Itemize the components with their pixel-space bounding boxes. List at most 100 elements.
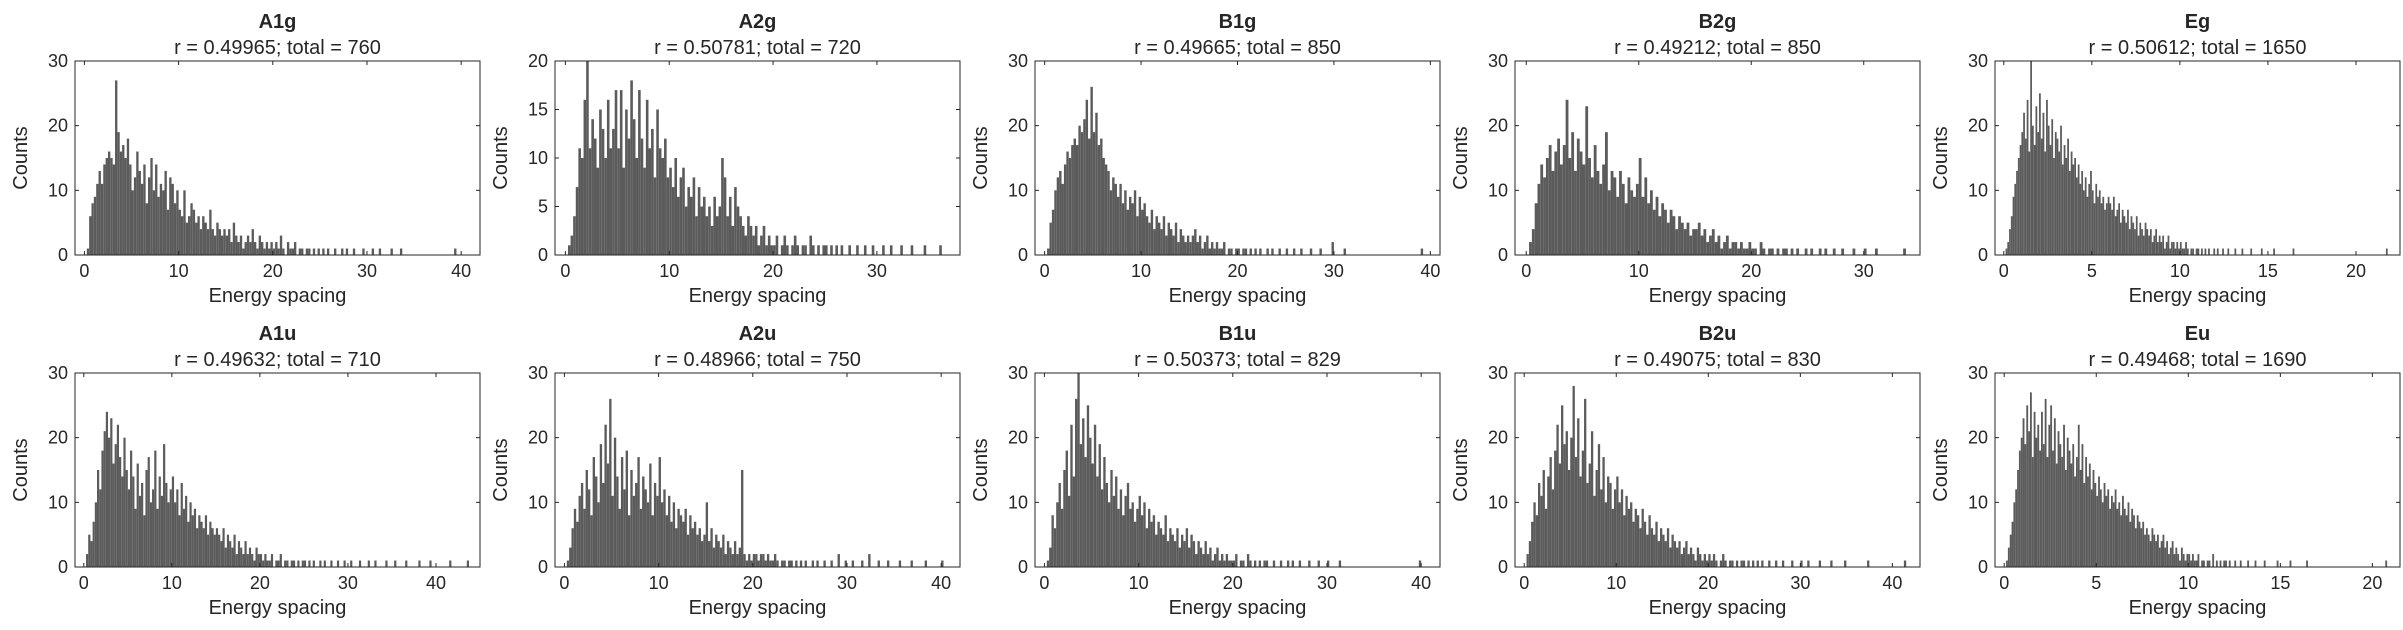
histogram-bar [198,515,201,567]
histogram-bar [1209,547,1212,567]
histogram-bar [1666,222,1670,255]
histogram-bar [98,170,101,255]
histogram-bar [1206,235,1209,255]
histogram-bar [1579,151,1583,255]
histogram-bar [590,515,593,567]
histogram-bar [741,225,745,255]
histogram-bar [1114,183,1117,255]
histogram-bar [868,554,871,567]
histogram-bar [1620,489,1624,567]
histogram-bar [279,235,283,255]
histogram-bar [1602,164,1605,255]
histogram-bar [1593,145,1597,255]
histogram-bar [1863,248,1867,255]
histogram-bar [326,248,330,255]
histogram-bar [1112,177,1115,255]
histogram-bar [289,248,292,255]
histogram-bar [840,245,844,255]
histogram-bar [253,242,257,255]
histogram-bar [2166,541,2169,567]
x-tick-label: 20 [2346,261,2366,281]
histogram-bar [1420,248,1424,255]
y-tick-label: 30 [528,363,548,383]
histogram-bar [764,560,767,567]
histogram-bar [830,245,833,255]
histogram-bar [2222,248,2224,255]
histogram-bar [702,196,706,255]
histogram-bar [233,534,236,567]
y-tick-label: 20 [1968,428,1988,448]
y-tick-label: 20 [1488,116,1508,136]
histogram-bar [1230,248,1233,255]
histogram-bar [206,229,210,255]
histogram-bar [1710,560,1713,567]
histogram-bar [796,245,800,255]
histogram-bar [780,245,784,255]
histogram-bar [2146,229,2149,255]
histogram-bar [1715,560,1718,567]
histogram-bar [1565,99,1569,255]
histogram-bars [566,398,944,567]
histogram-bar [215,528,219,567]
histogram-bar [1136,216,1139,255]
histogram-bar [1634,508,1637,567]
y-tick-label: 20 [1488,428,1508,448]
histogram-bar [2015,489,2018,567]
panel-subtitle: r = 0.50781; total = 720 [654,37,861,59]
histogram-bar [341,248,344,255]
histogram-bar [2120,222,2122,255]
histogram-bar [1627,508,1631,567]
histogram-bar [188,216,191,255]
histogram-bar [585,470,588,567]
histogram-bar [1211,560,1214,567]
histogram-bar [1129,508,1132,567]
histogram-bar [216,222,219,255]
histogram-bar [2212,554,2215,567]
histogram-bar [1545,158,1549,255]
histogram-bar [1722,554,1725,567]
histogram-bar [2059,444,2062,567]
histogram-bar [1418,560,1422,567]
histogram-bar [710,528,713,567]
histogram-bar [305,248,309,255]
histogram-bar [612,128,615,255]
histogram-bar [1126,482,1130,567]
histogram-bar [91,203,94,255]
histogram-bar [2140,528,2143,567]
histogram-bar [225,235,229,255]
histogram-bar [358,560,362,567]
histogram-bar [2033,145,2036,255]
histogram-bar [2175,547,2178,567]
histogram-bar [1167,222,1170,255]
histogram-bar [1712,554,1716,567]
x-tick-label: 30 [357,261,377,281]
histogram-bar [2104,209,2106,255]
y-tick-label: 30 [1008,51,1028,71]
histogram-bar [710,225,714,255]
histogram-bar [2193,560,2196,567]
histogram-bar [743,554,746,567]
histogram-bar [2054,132,2057,255]
histogram-bar [322,248,325,255]
histogram-bar [2260,248,2263,255]
histogram-bar [2142,521,2145,567]
histogram-bar [1190,534,1193,567]
histogram-bar [1709,235,1712,255]
histogram-bar [1576,138,1580,255]
histogram-bar [2066,437,2069,567]
histogram-bar [1235,554,1238,567]
histogram-bar [2133,515,2135,567]
histogram-bar [2192,248,2194,255]
histogram-bar [757,245,761,255]
histogram-bar [1800,560,1803,567]
histogram-bar [726,216,729,255]
histogram-bar [1091,463,1094,567]
histogram-panel-a1g: A1g r = 0.49965; total = 760 0 10 20 30 0 10 20 3… [10,11,481,307]
histogram-bar [2050,405,2053,567]
x-axis-label: Energy spacing [1169,597,1307,619]
x-tick-label: 0 [1039,573,1049,593]
x-tick-label: 0 [560,261,570,281]
histogram-bar [105,158,108,255]
histogram-bar [1740,560,1743,567]
histogram-bar [185,495,188,567]
